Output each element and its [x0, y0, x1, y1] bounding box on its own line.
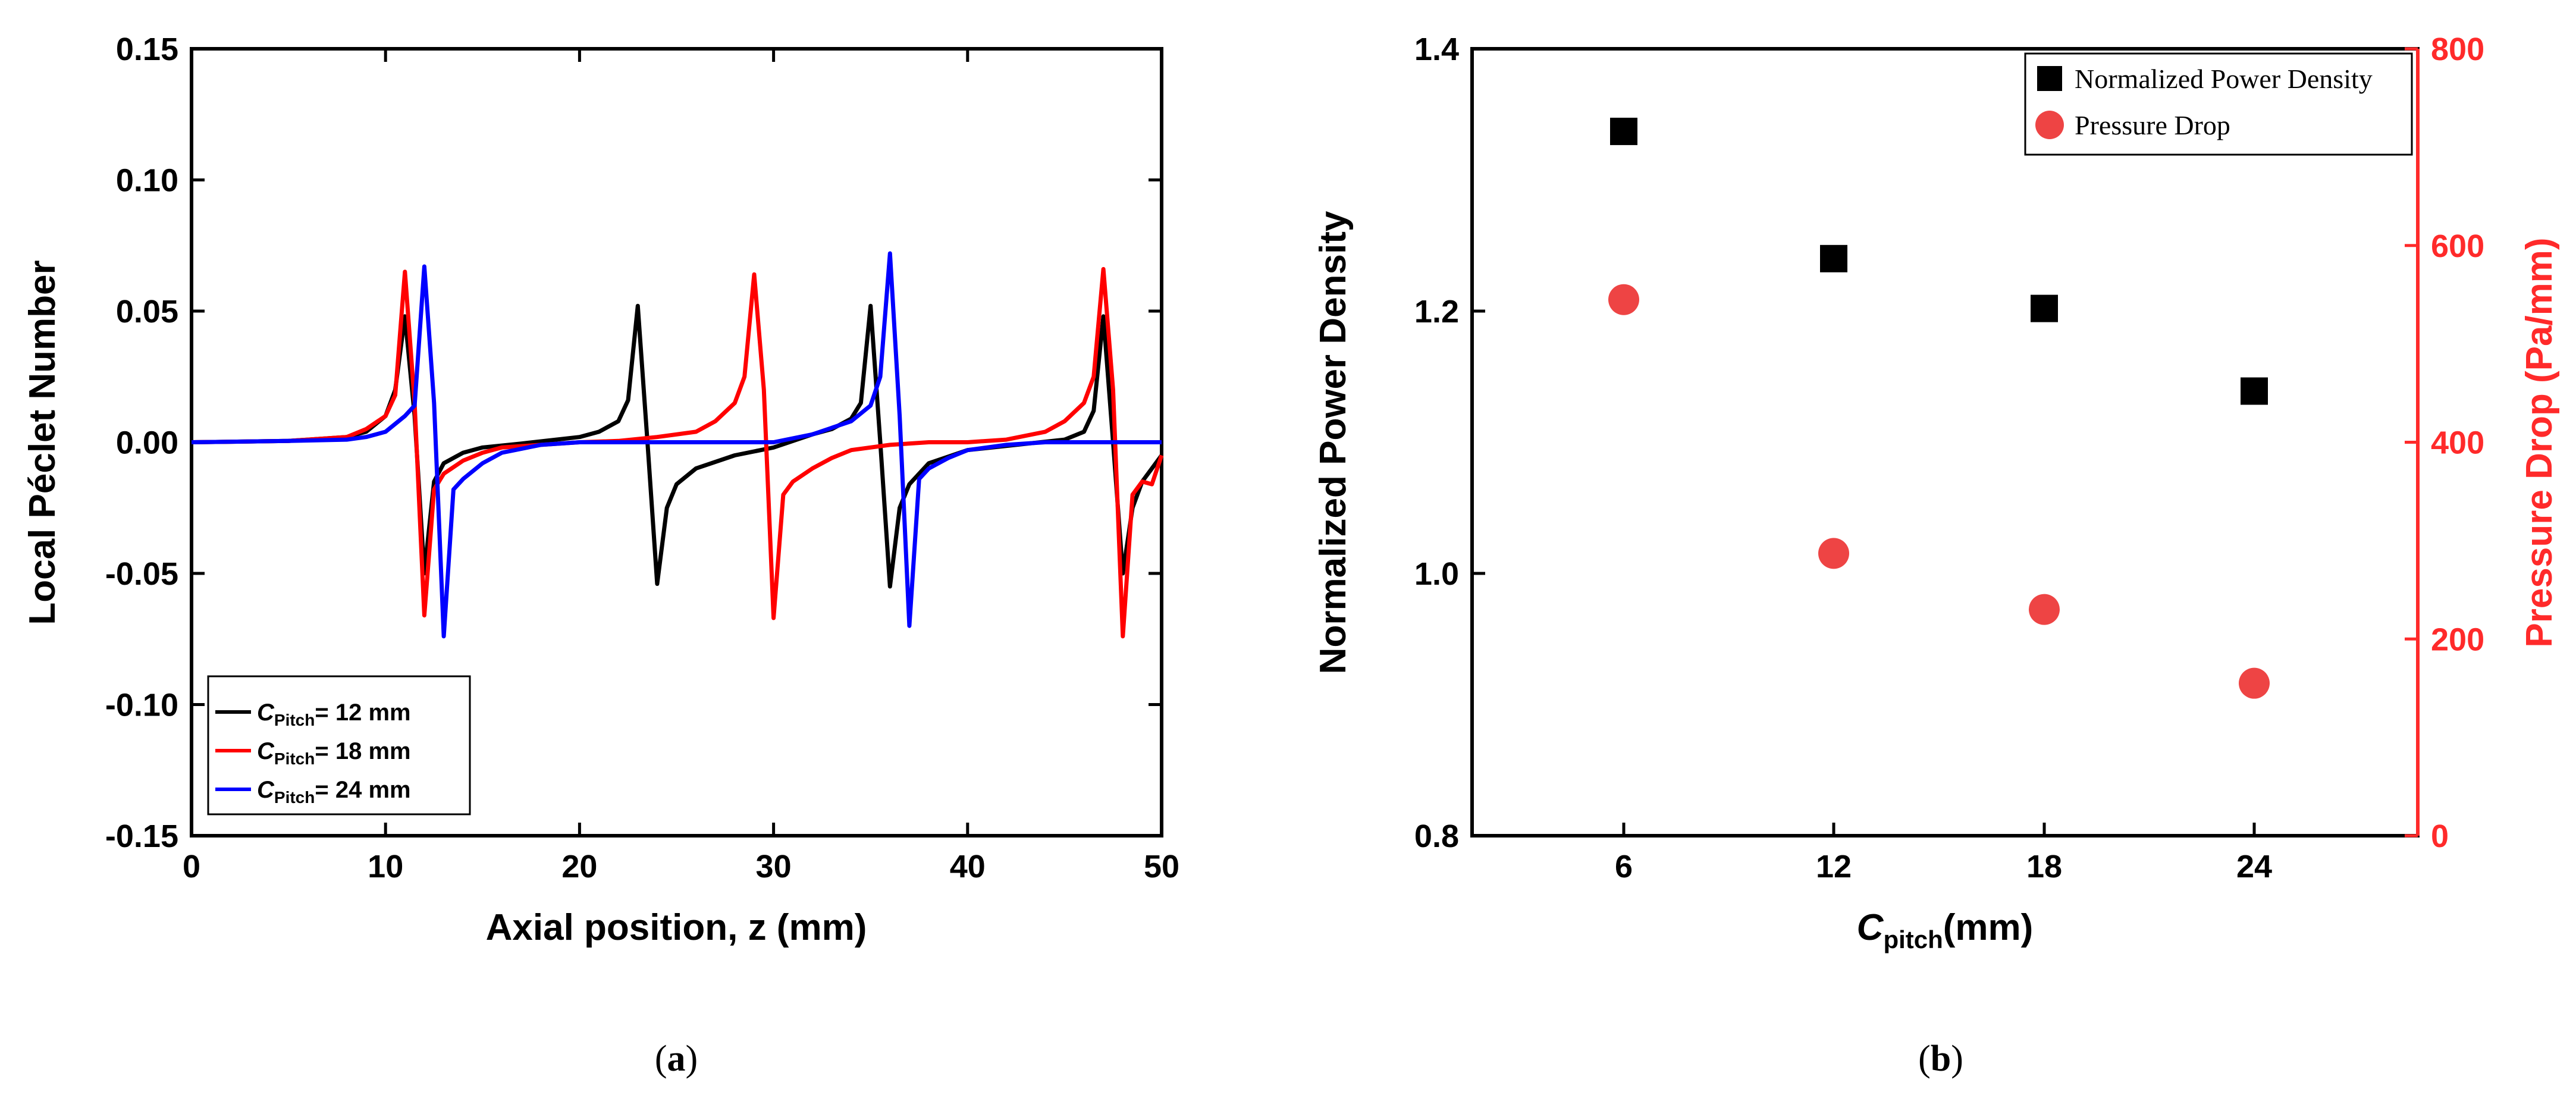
- legend-label-power-density: Normalized Power Density: [2075, 64, 2373, 94]
- panel-a-legend-entry-12mm: CPitch= 12 mm: [215, 700, 411, 729]
- panel-b-y2-ticks: 0 200 400 600 800: [2405, 32, 2484, 854]
- panel-a-y-tick-label: -0.10: [105, 688, 178, 723]
- panel-b-x-tick-label: 24: [2236, 849, 2272, 884]
- panel-a-x-tick-label: 20: [561, 849, 597, 884]
- panel-b-y2-tick-label: 600: [2431, 228, 2484, 264]
- legend-label-18mm: = 18 mm: [315, 738, 410, 764]
- panel-a-series-lines: [191, 251, 1164, 639]
- panel-b-x-symbol: C: [1857, 907, 1884, 948]
- panel-b-x-ticks: 6 12 18 24: [1615, 823, 2272, 884]
- power-density-point: [2031, 294, 2058, 322]
- panel-b-x-suffix: (mm): [1943, 907, 2034, 948]
- panel-a-legend: CPitch= 12 mm CPitch= 18 mm CPitch= 24 m…: [207, 675, 471, 815]
- panel-b-y-tick-label: 0.8: [1414, 818, 1459, 854]
- panel-a-chart: 0.15 0.10 0.05 0.00 -0.05 -0.10 -0.15 0 10 20 30 4…: [22, 32, 1179, 1079]
- panel-a-y-tick-label: 0.10: [116, 163, 178, 199]
- legend-label-12mm: = 12 mm: [315, 700, 410, 726]
- panel-a-caption-letter: a: [667, 1039, 686, 1079]
- panel-b-chart: 0.8 1.0 1.2 1.4 0 200 400 600 800 6 12 18 24 Norma…: [1313, 32, 2560, 1079]
- pressure-drop-point: [2029, 594, 2060, 625]
- legend-square-marker: [2037, 66, 2062, 91]
- panel-b-y-tick-label: 1.4: [1414, 32, 1459, 67]
- power-density-point: [2241, 377, 2268, 405]
- panel-a-y-tick-label: 0.15: [116, 32, 178, 67]
- panel-b-caption: (b): [1918, 1039, 1963, 1079]
- panel-b-legend-entry-pressure: Pressure Drop: [2035, 110, 2230, 140]
- legend-sub-24mm: Pitch: [274, 788, 315, 807]
- panel-b-y-tick-label: 1.2: [1414, 294, 1459, 330]
- panel-b-legend-box: [2024, 52, 2413, 156]
- legend-sub-18mm: Pitch: [274, 749, 315, 768]
- panel-b-legend: Normalized Power Density Pressure Drop: [2024, 52, 2413, 156]
- panel-b-y-tick-label: 1.0: [1414, 556, 1459, 592]
- panel-a-x-tick-label: 30: [756, 849, 792, 884]
- panel-a-legend-box: [207, 675, 471, 815]
- panel-b-x-tick-label: 18: [2026, 849, 2062, 884]
- pressure-drop-point: [1818, 538, 1849, 569]
- panel-a-x-tick-label: 10: [368, 849, 403, 884]
- series-line-24mm: [191, 251, 1162, 639]
- legend-symbol-12mm: C: [257, 700, 275, 726]
- pressure-drop-point: [1608, 284, 1639, 315]
- panel-a-y-ticks: 0.15 0.10 0.05 0.00 -0.05 -0.10 -0.15: [105, 32, 1162, 854]
- panel-a-legend-entry-18mm: CPitch= 18 mm: [215, 738, 411, 768]
- panel-a-y-axis-title: Local Péclet Number: [22, 260, 63, 625]
- panel-a-y-tick-label: -0.15: [105, 818, 178, 854]
- panel-b-y-axis-title: Normalized Power Density: [1313, 211, 1354, 674]
- panel-b-y2-axis-title: Pressure Drop (Pa/mm): [2519, 237, 2560, 647]
- panel-a-y-tick-label: 0.00: [116, 425, 178, 461]
- legend-sub-12mm: Pitch: [274, 711, 315, 729]
- legend-label-24mm: = 24 mm: [315, 777, 410, 803]
- panel-b-y2-tick-label: 200: [2431, 622, 2484, 657]
- power-density-point: [1610, 117, 1637, 145]
- panel-b-plot-frame: [1470, 47, 2420, 837]
- panel-b-y2-tick-label: 400: [2431, 425, 2484, 461]
- panel-a-legend-entry-24mm: CPitch= 24 mm: [215, 777, 411, 807]
- panel-b-x-tick-label: 6: [1615, 849, 1633, 884]
- panel-b-y-ticks: 0.8 1.0 1.2 1.4: [1414, 32, 1485, 854]
- pressure-drop-point: [2239, 667, 2270, 699]
- panel-a-y-tick-label: -0.05: [105, 556, 178, 592]
- panel-b-series-points: [1608, 117, 2270, 699]
- svg-text:CPitch= 12 mm: CPitch= 12 mm: [257, 700, 411, 729]
- panel-b-x-axis-title: Cpitch(mm): [1857, 907, 2034, 953]
- svg-text:CPitch= 18 mm: CPitch= 18 mm: [257, 738, 411, 768]
- panel-b-y2-tick-label: 800: [2431, 32, 2484, 67]
- legend-symbol-18mm: C: [257, 738, 275, 764]
- panel-a-x-tick-label: 50: [1144, 849, 1179, 884]
- panel-b-y2-tick-label: 0: [2431, 818, 2449, 854]
- legend-symbol-24mm: C: [257, 777, 275, 803]
- panel-a-x-tick-label: 40: [950, 849, 986, 884]
- panel-b-legend-entry-power: Normalized Power Density: [2037, 64, 2373, 94]
- power-density-point: [1820, 244, 1847, 272]
- panel-b-x-sub: pitch: [1883, 926, 1943, 953]
- panel-a-x-ticks: 0 10 20 30 40 50: [183, 49, 1179, 884]
- panel-b-x-tick-label: 12: [1816, 849, 1852, 884]
- series-line-18mm: [191, 266, 1164, 639]
- panel-a-x-tick-label: 0: [183, 849, 200, 884]
- panel-a-x-axis-title: Axial position, z (mm): [486, 907, 867, 948]
- panel-a-caption: (a): [655, 1039, 698, 1079]
- legend-circle-marker: [2035, 111, 2064, 139]
- panel-a-y-tick-label: 0.05: [116, 294, 178, 330]
- svg-text:CPitch= 24 mm: CPitch= 24 mm: [257, 777, 411, 807]
- panel-b-caption-letter: b: [1931, 1039, 1951, 1079]
- legend-label-pressure-drop: Pressure Drop: [2075, 110, 2230, 140]
